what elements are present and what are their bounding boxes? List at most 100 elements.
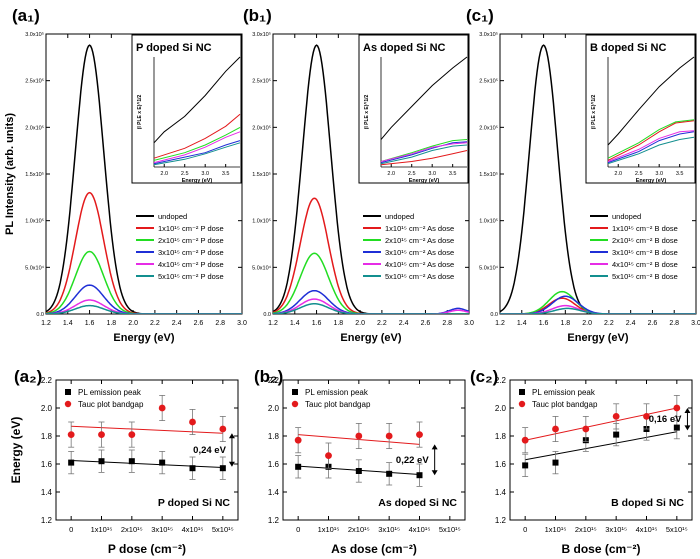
- inset-x-tick-label: 2.5: [408, 171, 416, 177]
- x-axis-label: B dose (cm⁻²): [561, 542, 640, 556]
- series-line-5: [46, 299, 242, 314]
- y-tick-label: 1.2: [268, 516, 280, 525]
- gap-arrow-head: [684, 425, 691, 431]
- inset-curve-1: [607, 56, 695, 146]
- x-axis-label: P dose (cm⁻²): [108, 542, 186, 556]
- legend-label: PL emission peak: [532, 388, 596, 397]
- pl-panel-1: (a₁) 1.2 1.4 1.6 1.8 2.0 2.2 2.4 2.6 2.8 3.0 0.0 5.0…: [12, 6, 247, 344]
- y-tick-label: 5.0x10⁴: [479, 264, 499, 271]
- legend-label: PL emission peak: [305, 388, 369, 397]
- inset-x-axis-label: Energy (eV): [636, 178, 667, 184]
- series-line-6: [500, 307, 696, 314]
- y-tick-label: 1.5x10⁵: [25, 171, 44, 178]
- inset-curve-5: [607, 130, 695, 162]
- x-tick-label: 2.4: [399, 320, 409, 327]
- y-tick-label: 1.8: [268, 432, 280, 441]
- legend-marker: [292, 389, 298, 395]
- inset-title: B doped Si NC: [590, 42, 666, 54]
- series-line-3: [500, 290, 696, 314]
- y-tick-label: 2.2: [41, 376, 53, 385]
- x-axis-label: As dose (cm⁻²): [331, 542, 417, 556]
- x-tick-label: 2.6: [648, 320, 658, 327]
- data-point-circle: [128, 431, 136, 438]
- y-tick-label: 2.5x10⁵: [252, 78, 271, 85]
- x-tick-label: 2.4: [626, 320, 636, 327]
- inset-frame: [131, 34, 242, 184]
- y-tick-label: 3.0x10⁵: [252, 31, 271, 38]
- bottom-y-axis-label: Energy (eV): [9, 417, 23, 484]
- inset-y-axis-label: (I PLE x E)^1/2: [137, 94, 143, 129]
- x-tick-label: 3x10¹⁵: [151, 525, 173, 534]
- data-point-square: [613, 431, 620, 438]
- x-tick-label: 2.6: [194, 320, 204, 327]
- y-tick-label: 1.8: [41, 432, 53, 441]
- fit-line: [525, 407, 677, 441]
- x-tick-label: 5x10¹⁵: [439, 525, 461, 534]
- gap-label: 0,24 eV: [193, 445, 226, 456]
- inset-x-tick-label: 2.0: [160, 171, 168, 177]
- inset-curve-4: [380, 141, 468, 164]
- inset-curve-3: [607, 119, 695, 159]
- y-tick-label: 3.0x10⁵: [479, 31, 498, 38]
- series-line-6: [46, 304, 242, 314]
- data-point-circle: [355, 432, 363, 440]
- x-tick-label: 1.8: [560, 320, 570, 327]
- data-point-circle: [189, 418, 196, 426]
- x-tick-label: 4x10¹⁵: [182, 525, 204, 534]
- inset-frame: [358, 34, 469, 184]
- data-point-square: [295, 463, 302, 470]
- series-line-2: [273, 197, 469, 314]
- fit-line: [71, 460, 223, 468]
- gap-arrow-head: [431, 470, 438, 476]
- inset-curve-6: [607, 136, 695, 165]
- x-tick-label: 1.6: [312, 320, 322, 327]
- gap-arrow-head: [228, 433, 235, 439]
- legend-label: undoped: [612, 212, 641, 221]
- y-tick-label: 2.2: [268, 376, 280, 385]
- legend-label: 5x10¹⁵ cm⁻² B dose: [612, 272, 678, 281]
- data-point-square: [355, 468, 362, 474]
- inset-curve-3: [153, 126, 241, 161]
- data-point-square: [159, 459, 166, 466]
- legend-label: 1x10¹⁵ cm⁻² P dose: [158, 224, 224, 233]
- legend-label: 2x10¹⁵ cm⁻² B dose: [612, 236, 678, 245]
- fit-line: [525, 431, 677, 461]
- inset-curve-1: [380, 56, 468, 140]
- legend-marker: [64, 400, 72, 408]
- y-tick-label: 2.0x10⁵: [252, 124, 271, 131]
- legend-label: 2x10¹⁵ cm⁻² As dose: [385, 236, 454, 245]
- x-tick-label: 2.2: [377, 320, 387, 327]
- inset-curve-2: [607, 120, 695, 161]
- data-point-square: [98, 458, 105, 465]
- x-tick-label: 0: [69, 525, 73, 534]
- data-point-circle: [612, 413, 620, 420]
- x-tick-label: 3.0: [691, 320, 700, 327]
- legend-label: 5x10¹⁵ cm⁻² As dose: [385, 272, 454, 281]
- data-point-circle: [385, 432, 393, 440]
- inset-curve-6: [380, 144, 468, 165]
- x-tick-label: 1.6: [539, 320, 549, 327]
- inset-x-tick-label: 2.0: [614, 171, 622, 177]
- x-tick-label: 1x10¹⁵: [318, 525, 340, 534]
- data-point-square: [416, 472, 423, 479]
- data-point-square: [386, 470, 393, 477]
- inset-x-tick-label: 3.0: [201, 171, 209, 177]
- legend-label: 5x10¹⁵ cm⁻² P dose: [158, 272, 224, 281]
- panel-annotation: As doped Si NC: [378, 497, 457, 509]
- data-point-circle: [521, 436, 529, 444]
- pl-panel-2: (b₁) 1.2 1.4 1.6 1.8 2.0 2.2 2.4 2.6 2.8 3.0 0.0 5.0…: [243, 6, 474, 344]
- legend-label: undoped: [385, 212, 414, 221]
- inset-curve-3: [380, 139, 468, 162]
- y-tick-label: 2.0x10⁵: [25, 124, 44, 131]
- plot-frame: [509, 379, 693, 521]
- data-point-circle: [158, 404, 166, 412]
- inset-curve-4: [153, 140, 241, 165]
- series-line-4: [500, 295, 696, 314]
- legend-marker: [291, 400, 299, 408]
- inset-plot: P doped Si NC 2.0 2.5 3.0 3.5 Energy (eV) (I P…: [131, 34, 242, 184]
- inset-curve-2: [380, 150, 468, 166]
- inset-curve-5: [380, 142, 468, 162]
- data-point-circle: [325, 452, 332, 459]
- y-tick-label: 1.5x10⁵: [252, 171, 271, 178]
